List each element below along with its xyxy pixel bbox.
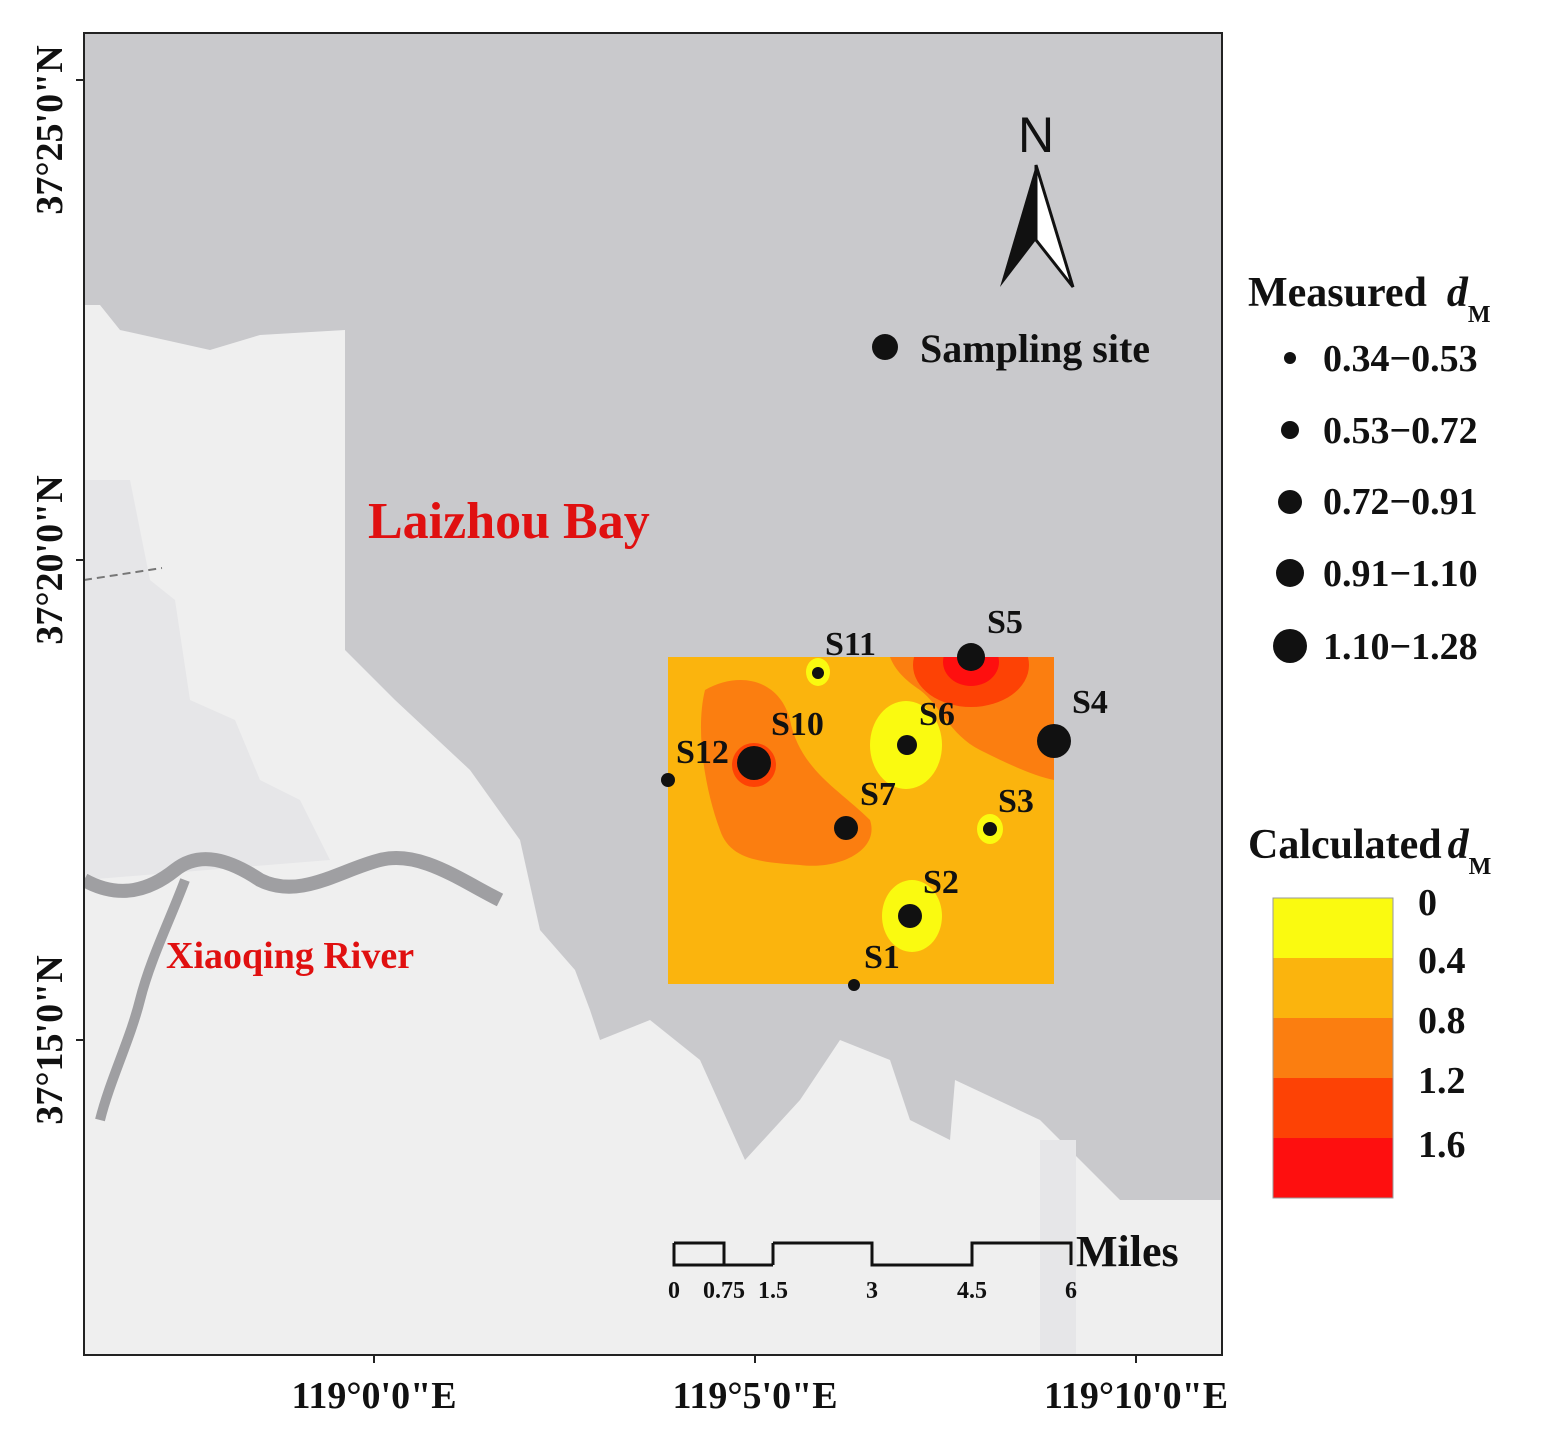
y-tick-label: 37°25'0"N bbox=[29, 45, 71, 214]
site-marker-s7 bbox=[834, 816, 858, 840]
scale-tick-label: 0.75 bbox=[703, 1278, 745, 1304]
north-arrow-left-icon bbox=[1000, 165, 1036, 287]
north-arrow-right-icon bbox=[1034, 164, 1075, 288]
zone-0.8-1.2 bbox=[700, 680, 872, 866]
site-marker-s5 bbox=[957, 643, 985, 671]
scale-tick-label: 4.5 bbox=[957, 1278, 987, 1304]
legend-measured-symbol bbox=[1276, 559, 1304, 587]
site-label-s11: S11 bbox=[825, 626, 876, 663]
legend-swatch bbox=[1273, 1138, 1393, 1198]
bay-label: Laizhou Bay bbox=[368, 493, 650, 550]
site-label-s7: S7 bbox=[860, 776, 896, 813]
sampling-site-key-icon bbox=[872, 334, 898, 360]
site-label-s10: S10 bbox=[771, 706, 824, 743]
axis-ticks bbox=[76, 79, 1137, 1363]
site-marker-s12 bbox=[661, 773, 675, 787]
x-tick-label: 119°5'0"E bbox=[672, 1375, 837, 1417]
site-label-s12: S12 bbox=[676, 734, 729, 771]
river-branch bbox=[95, 878, 190, 1122]
legend-calculated-break: 1.2 bbox=[1418, 1060, 1466, 1102]
legend-measured-class: 0.91−1.10 bbox=[1323, 553, 1478, 595]
sampling-sites: S1 S2 S3 S4 S5 S6 S7 S10 S11 S12 bbox=[661, 604, 1108, 991]
legend-swatch bbox=[1273, 1078, 1393, 1138]
site-label-s4: S4 bbox=[1072, 684, 1108, 721]
scale-tick-label: 0 bbox=[668, 1278, 680, 1304]
site-label-s3: S3 bbox=[998, 783, 1034, 820]
site-marker-s2 bbox=[898, 904, 922, 928]
site-marker-s4 bbox=[1037, 724, 1071, 758]
sampling-site-key-label: Sampling site bbox=[920, 326, 1150, 371]
scale-tick-label: 6 bbox=[1065, 1278, 1077, 1304]
site-marker-s1 bbox=[848, 979, 860, 991]
legend-swatch bbox=[1273, 958, 1393, 1018]
land-area bbox=[84, 305, 1222, 1355]
site-marker-s6 bbox=[897, 735, 917, 755]
x-tick-label: 119°10'0"E bbox=[1044, 1375, 1228, 1417]
site-label-s5: S5 bbox=[987, 604, 1023, 641]
scale-bar-line bbox=[672, 1241, 1073, 1267]
y-tick-label: 37°15'0"N bbox=[29, 955, 71, 1124]
site-label-s6: S6 bbox=[919, 696, 955, 733]
site-label-s1: S1 bbox=[864, 939, 900, 976]
legend-colorbar-outline bbox=[1272, 897, 1394, 1199]
north-label: N bbox=[1018, 107, 1054, 163]
legend-measured-class: 0.72−0.91 bbox=[1323, 481, 1478, 523]
boundary-line bbox=[84, 567, 163, 581]
legend-swatch bbox=[1273, 1018, 1393, 1078]
x-tick-label: 119°0'0"E bbox=[291, 1375, 456, 1417]
legend-calculated-break: 0 bbox=[1418, 882, 1437, 924]
scale-tick-label: 3 bbox=[866, 1278, 878, 1304]
legend-calculated: Calculated dM 0 0.4 0.8 1.2 1.6 bbox=[1248, 822, 1491, 1199]
legend-measured-class: 1.10−1.28 bbox=[1323, 626, 1478, 668]
legend-calculated-title: Calculated dM bbox=[1248, 822, 1491, 880]
legend-measured-class: 0.34−0.53 bbox=[1323, 338, 1478, 380]
scale-bar: Miles 0 0.75 1.5 3 4.5 6 bbox=[668, 1227, 1179, 1304]
site-label-s2: S2 bbox=[923, 864, 959, 901]
legend-calculated-break: 0.4 bbox=[1418, 940, 1466, 982]
legend-measured-class: 0.53−0.72 bbox=[1323, 410, 1478, 452]
calculated-dm-surface bbox=[668, 657, 1054, 984]
zone-1.6 bbox=[943, 657, 999, 686]
site-marker-s11 bbox=[812, 667, 824, 679]
land-strip bbox=[84, 480, 330, 880]
legend-swatch bbox=[1273, 898, 1393, 958]
legend-calculated-break: 0.8 bbox=[1418, 1000, 1466, 1042]
scale-tick-label: 1.5 bbox=[758, 1278, 788, 1304]
site-marker-s10 bbox=[737, 746, 771, 780]
legend-measured-symbol bbox=[1284, 352, 1296, 364]
legend-measured: Measured dM 0.34−0.53 0.53−0.72 0.72−0.91… bbox=[1248, 270, 1491, 668]
legend-measured-symbol bbox=[1273, 629, 1307, 663]
y-tick-label: 37°20'0"N bbox=[29, 475, 71, 644]
site-marker-s3 bbox=[983, 822, 997, 836]
legend-measured-symbol bbox=[1281, 421, 1299, 439]
map-frame bbox=[83, 32, 1223, 1356]
legend-measured-symbol bbox=[1278, 490, 1302, 514]
legend-calculated-break: 1.6 bbox=[1418, 1124, 1466, 1166]
north-arrow: N bbox=[1000, 107, 1075, 288]
scale-unit: Miles bbox=[1076, 1227, 1179, 1276]
xiaoqing-river bbox=[84, 851, 504, 907]
legend-measured-title: Measured dM bbox=[1248, 270, 1491, 328]
river-label: Xiaoqing River bbox=[166, 935, 414, 977]
